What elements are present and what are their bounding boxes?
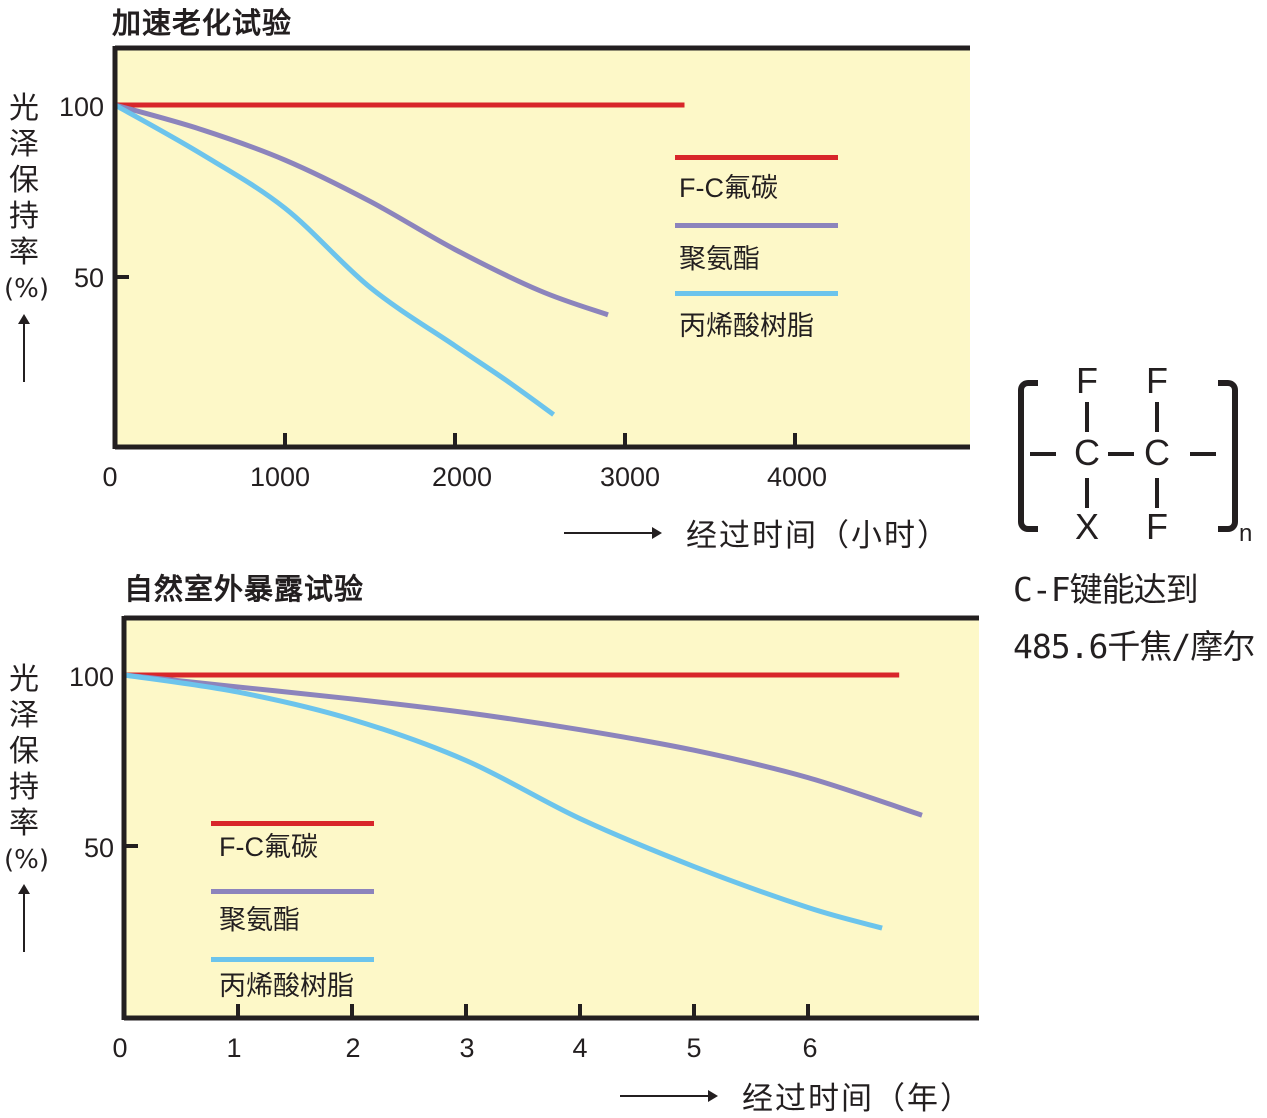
top-chart-title: 加速老化试验: [112, 6, 293, 40]
series-line: [123, 672, 923, 818]
series-line: [113, 102, 556, 417]
bottom-chart-x-axis-label: 经过时间（年）: [620, 1073, 973, 1118]
top-xtick-0: 0: [102, 462, 118, 492]
bottom-legend-swatch-acrylic: [211, 957, 374, 962]
top-legend-label-fc: F-C氟碳: [679, 173, 778, 203]
bond-icon: [1030, 452, 1056, 456]
top-ytick-100: 100: [58, 92, 104, 122]
bottom-xtick-2: 2: [345, 1033, 361, 1063]
top-plot-area: [115, 48, 970, 447]
bond-icon: [1108, 452, 1134, 456]
bottom-legend-label-fc: F-C氟碳: [219, 832, 318, 862]
bottom-chart-title: 自然室外暴露试验: [124, 572, 365, 606]
top-xtick-3000: 3000: [599, 462, 661, 492]
bottom-legend-swatch-pu: [211, 889, 374, 894]
bond-energy-note-line2: 485.6千焦/摩尔: [1013, 627, 1255, 666]
top-y-axis-arrow-icon: [18, 314, 30, 382]
bottom-legend-swatch-fc: [211, 821, 374, 826]
bottom-xtick-5: 5: [686, 1033, 702, 1063]
bond-icon: [1155, 478, 1159, 508]
bottom-legend-label-pu: 聚氨酯: [219, 905, 300, 935]
series-line: [123, 672, 883, 931]
bond-icon: [1190, 452, 1216, 456]
top-chart-x-axis-label: 经过时间（小时）: [564, 510, 950, 555]
top-ytick-50: 50: [73, 263, 104, 293]
bottom-xtick-1: 1: [226, 1033, 242, 1063]
bottom-chart-y-axis-label: 光 泽 保 持 率 (%): [4, 662, 49, 875]
bottom-xtick-6: 6: [802, 1033, 818, 1063]
bottom-plot-area: [124, 618, 979, 1018]
bottom-ytick-100: 100: [68, 662, 114, 692]
top-legend-swatch-acrylic: [675, 291, 838, 296]
bottom-legend-label-acrylic: 丙烯酸树脂: [219, 971, 354, 1001]
top-xtick-2000: 2000: [431, 462, 493, 492]
top-legend-swatch-pu: [675, 223, 838, 228]
bond-icon: [1155, 402, 1159, 432]
bottom-xtick-4: 4: [572, 1033, 588, 1063]
top-legend-label-acrylic: 丙烯酸树脂: [679, 311, 814, 341]
bottom-xtick-0: 0: [112, 1033, 128, 1063]
bottom-xtick-3: 3: [459, 1033, 475, 1063]
right-bracket-icon: [1218, 380, 1238, 532]
top-legend-label-pu: 聚氨酯: [679, 244, 760, 274]
bond-icon: [1085, 478, 1089, 508]
x-axis-arrow-icon: [620, 1089, 718, 1102]
x-axis-arrow-icon: [564, 526, 662, 539]
top-chart-y-axis-label: 光 泽 保 持 率 (%): [4, 91, 49, 304]
top-legend-swatch-fc: [675, 155, 838, 160]
bottom-y-axis-arrow-icon: [18, 884, 30, 952]
left-bracket-icon: [1018, 380, 1038, 532]
bond-energy-note-line1: C-F键能达到: [1013, 570, 1199, 609]
bond-icon: [1085, 402, 1089, 432]
fluoropolymer-structural-formula: F F C C X F n: [1010, 360, 1260, 560]
series-line: [114, 102, 609, 318]
bottom-ytick-50: 50: [83, 833, 114, 863]
top-xtick-1000: 1000: [249, 462, 311, 492]
top-xtick-4000: 4000: [766, 462, 828, 492]
repeat-subscript: n: [1239, 520, 1253, 547]
